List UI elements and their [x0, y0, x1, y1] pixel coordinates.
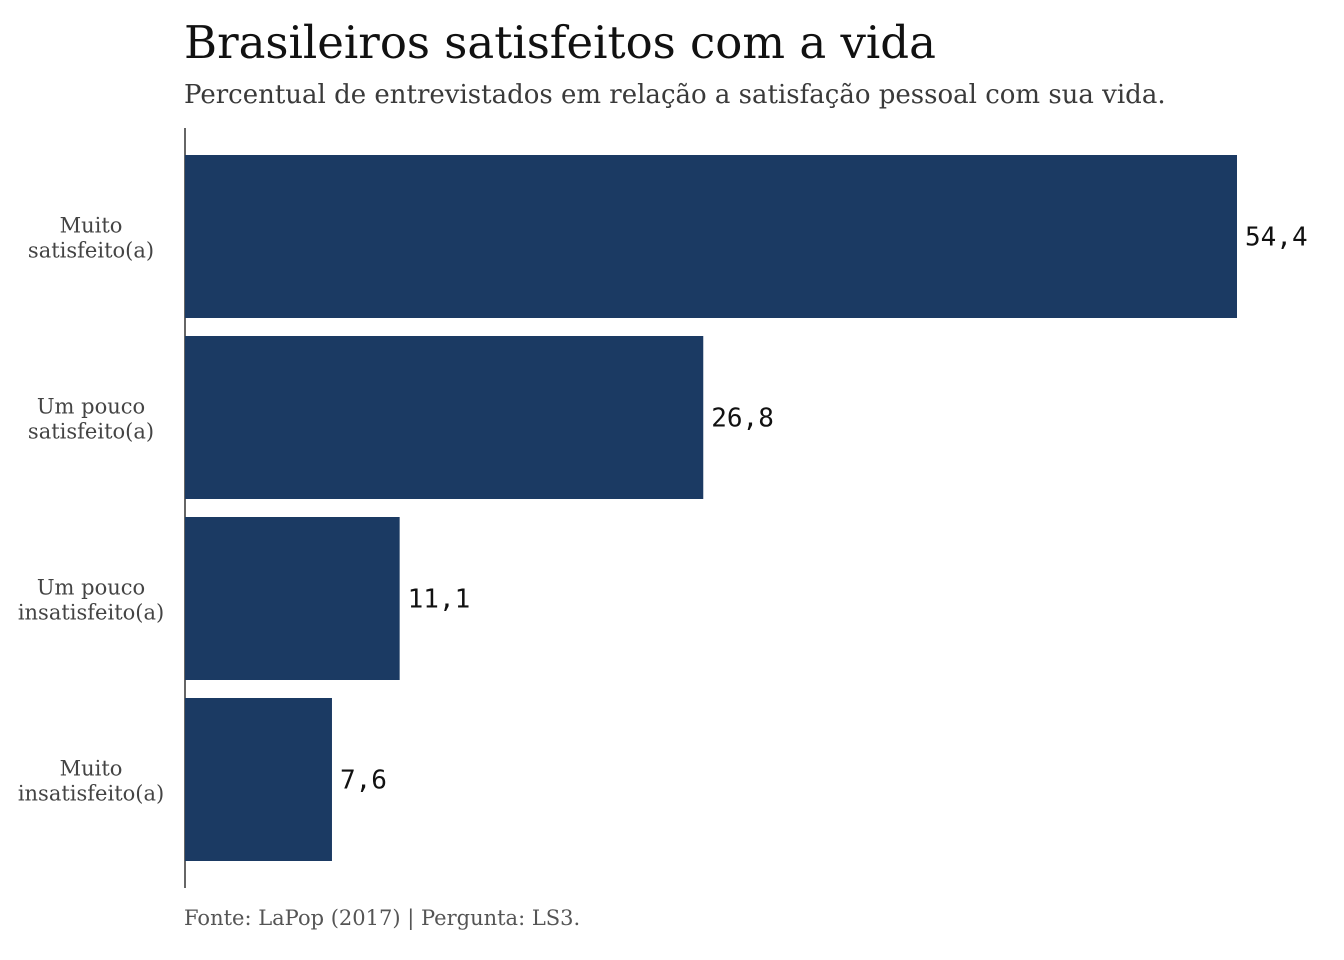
category-label-0: Muito satisfeito(a): [28, 214, 154, 263]
category-label-3: Muito insatisfeito(a): [18, 757, 164, 806]
category-label-2: Um pouco insatisfeito(a): [18, 576, 164, 625]
bar-2: [185, 517, 400, 680]
bar-0: [185, 155, 1237, 318]
chart-caption: Fonte: LaPop (2017) | Pergunta: LS3.: [184, 906, 581, 930]
bars-group: 54,4 Muito satisfeito(a) 26,8 Um pouco satisf…: [18, 155, 1308, 861]
value-label-3: 7,6: [340, 766, 387, 796]
bar-3: [185, 698, 332, 861]
chart-title: Brasileiros satisfeitos com a vida: [184, 16, 936, 69]
category-label-1: Um pouco satisfeito(a): [28, 395, 154, 444]
value-label-0: 54,4: [1245, 223, 1308, 253]
bar-1: [185, 336, 704, 499]
chart-subtitle: Percentual de entrevistados em relação a…: [184, 80, 1166, 110]
value-label-1: 26,8: [711, 404, 774, 434]
value-label-2: 11,1: [408, 585, 471, 615]
